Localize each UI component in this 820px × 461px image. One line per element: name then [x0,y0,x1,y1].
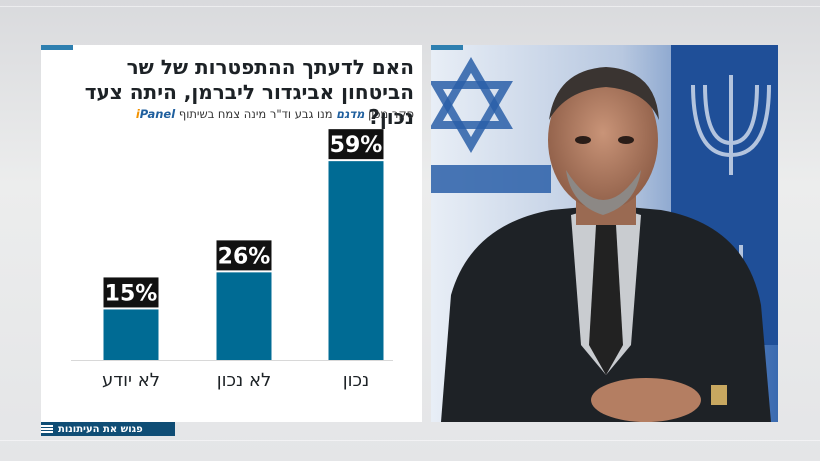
value-label-1: 26% [218,244,271,269]
survey-credit: סקר מכון מדגם מנו גבע וד"ר מינה צמח בשית… [136,107,414,121]
value-label-2: 15% [105,281,158,306]
value-label-bg-1 [216,240,272,271]
show-name: פגוש את העיתונות [58,423,143,435]
bar-1 [216,272,272,360]
photo-accent [431,45,463,50]
ipanel-logo: iPanel [135,107,176,121]
category-label-2: לא יודע [102,370,160,391]
poll-question-title: האם לדעתך ההתפטרות של שר הביטחון אביגדור… [84,55,414,129]
bar-2 [103,309,159,360]
category-label-0: נכון [343,370,370,391]
credit-text: סקר מכון [368,107,414,121]
bar-chart: 59% נכון 26% לא נכון 15% לא יודע [71,129,393,391]
value-label-bg-2 [103,277,159,308]
menu-icon [41,425,53,433]
magam-logo: מדגם [336,107,365,121]
poll-chart-panel: האם לדעתך ההתפטרות של שר הביטחון אביגדור… [41,45,422,422]
panel-accent [41,45,73,50]
value-label-0: 59% [330,133,383,158]
photo-panel [431,45,778,422]
value-label-bg-0 [328,129,384,160]
category-label-1: לא נכון [217,370,272,391]
credit-text-after: מנו גבע וד"ר מינה צמח בשיתוף [178,107,333,121]
person-photo [431,45,778,422]
bar-0 [328,161,384,360]
show-banner: פגוש את העיתונות [41,422,175,436]
